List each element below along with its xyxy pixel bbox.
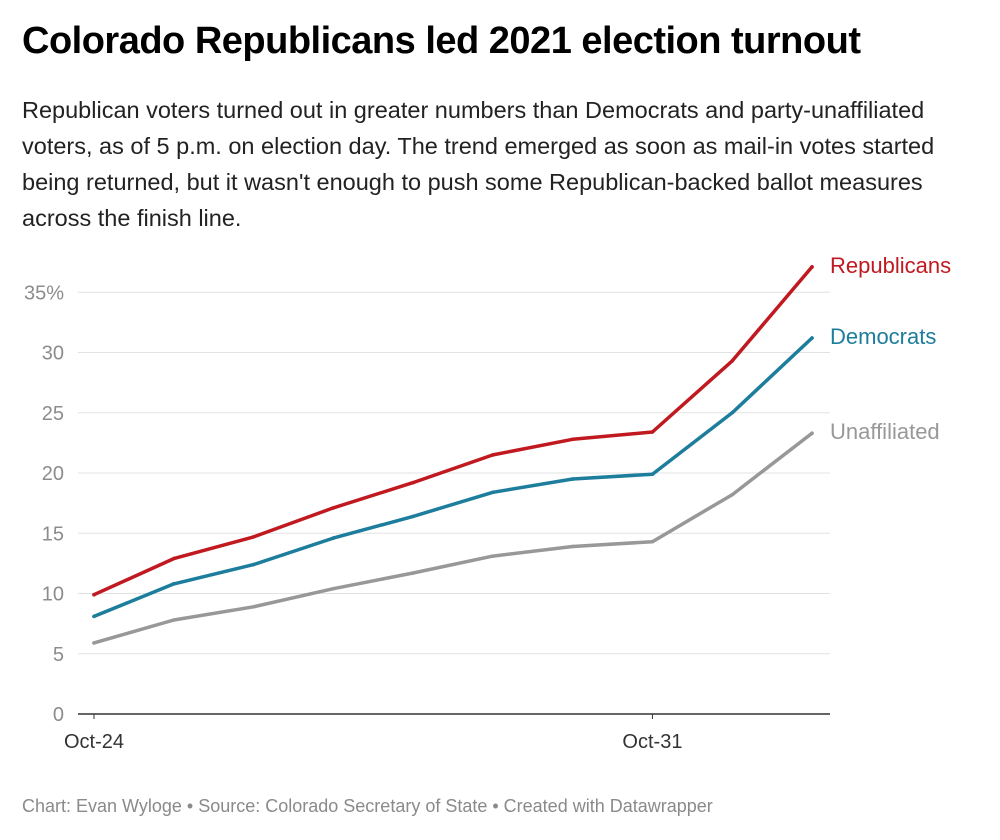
- data-point-democrats-8: [730, 410, 735, 415]
- data-point-democrats-4: [411, 514, 415, 519]
- data-point-republicans-7: [650, 430, 655, 434]
- x-tick-label-Oct-24: Oct-24: [64, 731, 124, 753]
- data-point-republicans-2: [251, 535, 256, 539]
- y-tick-label-35: 35%: [24, 282, 64, 304]
- chart-subtitle: Republican voters turned out in greater …: [22, 97, 935, 231]
- series-label-republicans: Republicans: [830, 253, 951, 278]
- data-point-democrats-9: [810, 336, 814, 340]
- data-point-republicans-4: [411, 480, 415, 485]
- y-tick-label-25: 25: [42, 403, 64, 425]
- gridlines: [78, 291, 830, 655]
- x-axis-ticks: Oct-24 Oct-31: [64, 714, 682, 753]
- data-point-democrats-2: [251, 562, 256, 567]
- data-point-unaffiliated-5: [491, 554, 495, 558]
- data-point-democrats-1: [171, 582, 176, 586]
- y-axis-ticks: 0 5 10 15 20 25 30 35%: [24, 282, 64, 726]
- chart-credit-footer: Chart: Evan Wyloge • Source: Colorado Se…: [22, 796, 713, 816]
- data-point-unaffiliated-7: [650, 539, 655, 544]
- data-point-republicans-5: [491, 453, 495, 457]
- data-point-republicans-1: [171, 556, 176, 561]
- y-tick-label-10: 10: [42, 584, 64, 606]
- data-point-republicans-3: [331, 506, 336, 510]
- y-tick-label-30: 30: [42, 343, 64, 365]
- data-point-unaffiliated-0: [92, 641, 96, 645]
- data-point-unaffiliated-6: [570, 544, 575, 549]
- data-point-democrats-5: [491, 490, 495, 495]
- series-line-republicans: [92, 265, 814, 597]
- data-point-republicans-6: [570, 437, 575, 442]
- data-point-democrats-6: [570, 477, 575, 481]
- series-labels: Republicans Democrats Unaffiliated: [830, 253, 951, 444]
- y-tick-label-20: 20: [42, 463, 64, 485]
- data-point-unaffiliated-1: [171, 618, 176, 622]
- data-point-unaffiliated-8: [730, 492, 735, 497]
- data-point-democrats-3: [331, 536, 336, 540]
- data-point-republicans-9: [810, 265, 814, 269]
- data-point-democrats-0: [92, 614, 96, 619]
- data-point-unaffiliated-3: [331, 586, 336, 591]
- y-tick-label-15: 15: [42, 523, 64, 545]
- y-tick-label-0: 0: [53, 704, 64, 726]
- x-tick-label-Oct-31: Oct-31: [622, 731, 682, 753]
- data-point-republicans-8: [730, 359, 735, 363]
- series-line-unaffiliated: [92, 431, 814, 645]
- data-point-unaffiliated-2: [251, 604, 256, 609]
- data-point-unaffiliated-4: [411, 571, 415, 575]
- series-label-democrats: Democrats: [830, 324, 936, 349]
- data-point-republicans-0: [92, 592, 96, 597]
- y-tick-label-5: 5: [53, 644, 64, 666]
- series-lines: [92, 265, 814, 645]
- series-line-democrats: [92, 336, 814, 619]
- line-chart: 0 5 10 15 20 25 30 35% Oct-24 Oct-31 Republicans…: [24, 253, 951, 753]
- data-point-unaffiliated-9: [810, 431, 814, 436]
- series-label-unaffiliated: Unaffiliated: [830, 419, 940, 444]
- chart-title: Colorado Republicans led 2021 election t…: [22, 20, 861, 62]
- data-point-democrats-7: [650, 472, 655, 477]
